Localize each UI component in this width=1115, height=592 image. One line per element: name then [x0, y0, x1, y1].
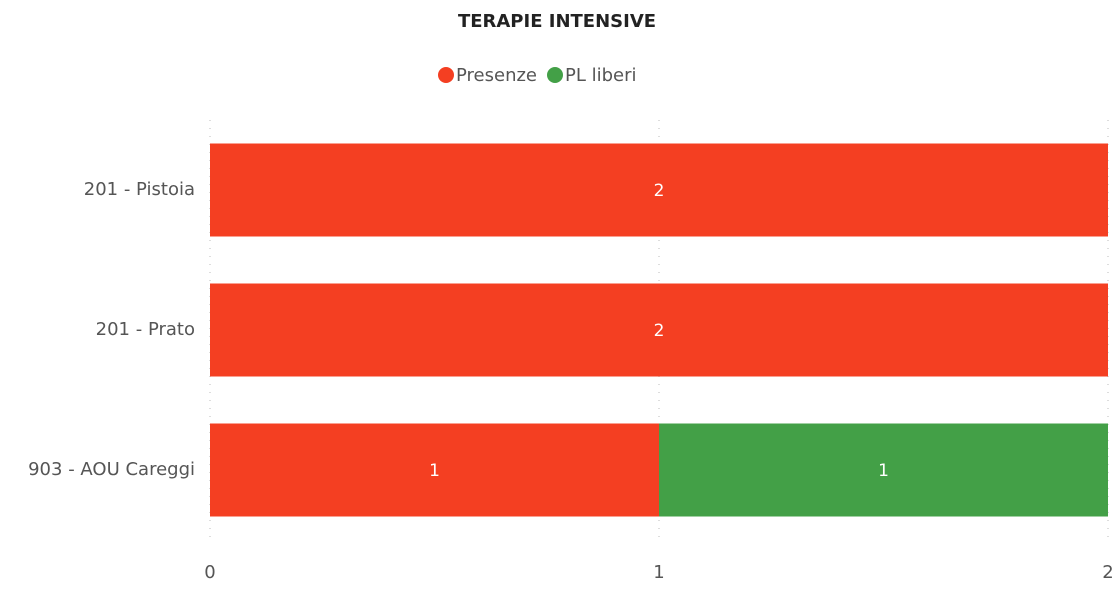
bar: [659, 423, 1108, 517]
x-tick-label: 2: [1102, 562, 1113, 583]
legend-label: Presenze: [456, 65, 537, 86]
data-label: 1: [878, 461, 889, 481]
bar: [210, 143, 1108, 237]
y-tick-label: 201 - Pistoia: [84, 179, 195, 200]
x-tick-label: 1: [653, 562, 664, 583]
y-tick-label: 903 - AOU Careggi: [28, 459, 195, 480]
data-label: 1: [429, 461, 440, 481]
data-label: 2: [654, 181, 665, 201]
bar: [210, 283, 1108, 377]
legend-swatch: [547, 67, 563, 83]
chart-title: TERAPIE INTENSIVE: [458, 11, 656, 32]
bar: [210, 423, 659, 517]
y-tick-label: 201 - Prato: [96, 319, 195, 340]
x-tick-label: 0: [204, 562, 215, 583]
legend-label: PL liberi: [565, 65, 637, 86]
data-label: 2: [654, 321, 665, 341]
legend-swatch: [438, 67, 454, 83]
